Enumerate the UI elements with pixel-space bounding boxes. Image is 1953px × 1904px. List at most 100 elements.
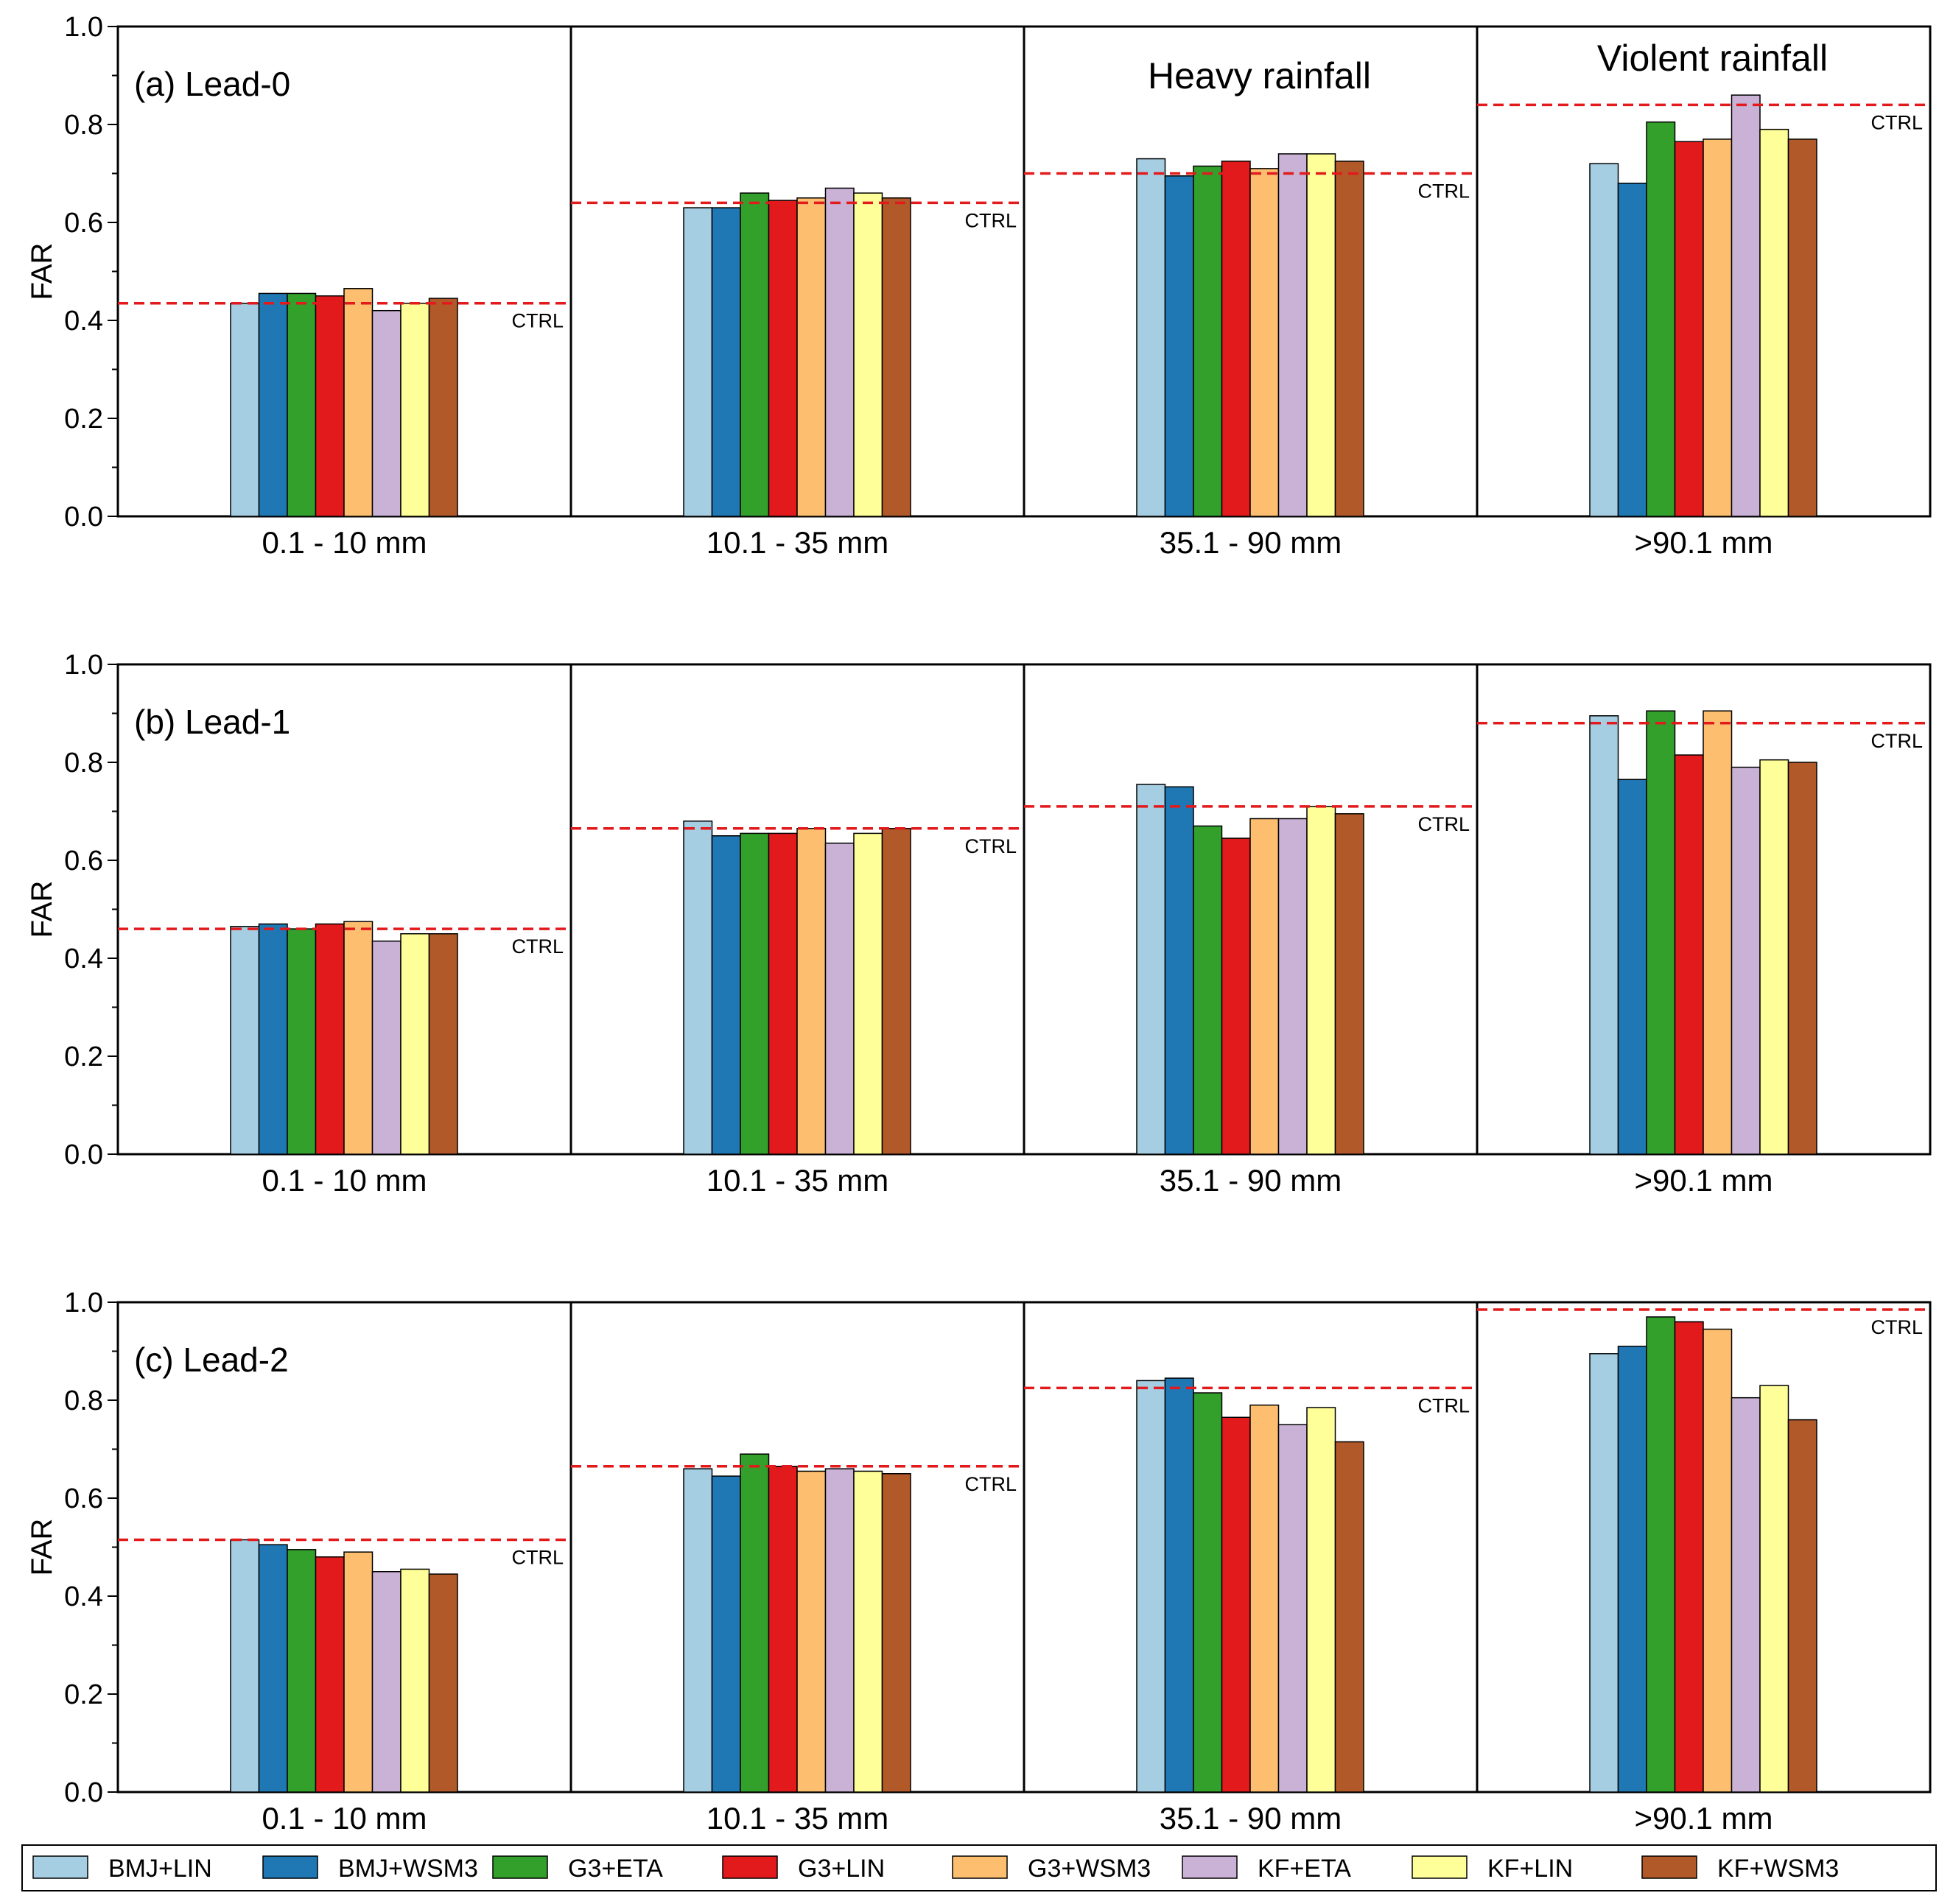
y-tick-label: 0.6 <box>64 1483 103 1514</box>
legend-swatch <box>492 1855 548 1879</box>
bar-g3-lin <box>768 1466 798 1793</box>
bar-bmj-wsm3 <box>1617 779 1647 1155</box>
bar-g3-wsm3 <box>1703 1328 1733 1793</box>
bar-kf-eta <box>371 940 402 1155</box>
bar-g3-lin <box>1221 161 1251 517</box>
panel-title: (b) Lead-1 <box>134 703 290 741</box>
y-tick-label: 0.4 <box>64 944 103 974</box>
bar-g3-wsm3 <box>343 1551 374 1793</box>
category-label: 0.1 - 10 mm <box>262 1163 427 1198</box>
bar-bmj-lin <box>683 821 713 1155</box>
ctrl-label: CTRL <box>1870 1316 1923 1338</box>
bar-g3-lin <box>768 832 798 1155</box>
y-axis-title: FAR <box>26 881 58 938</box>
bar-kf-eta <box>1277 1424 1308 1793</box>
legend-label: KF+WSM3 <box>1717 1855 1839 1883</box>
bar-g3-lin <box>315 295 345 517</box>
bar-g3-eta <box>740 1453 770 1793</box>
y-tick-label: 0.0 <box>64 1777 103 1808</box>
bar-kf-lin <box>853 832 883 1155</box>
panel-title: (a) Lead-0 <box>134 65 290 103</box>
bar-g3-eta <box>1193 165 1223 517</box>
bar-bmj-wsm3 <box>711 1475 741 1793</box>
bar-kf-wsm3 <box>1334 161 1364 517</box>
category-label: >90.1 mm <box>1635 1163 1773 1198</box>
bar-kf-wsm3 <box>428 933 458 1155</box>
bar-g3-wsm3 <box>796 197 827 517</box>
category-label: 10.1 - 35 mm <box>706 1163 888 1198</box>
ctrl-label: CTRL <box>1417 1394 1470 1416</box>
bar-g3-eta <box>287 928 317 1155</box>
bar-bmj-lin <box>1589 715 1619 1155</box>
bar-bmj-wsm3 <box>1164 1377 1194 1793</box>
bar-kf-eta <box>1277 153 1308 517</box>
category-group: CTRL 35.1 - 90 mm <box>1024 784 1477 1198</box>
y-tick-label: 0.0 <box>64 502 103 533</box>
category-label: 10.1 - 35 mm <box>706 525 888 560</box>
category-group: CTRL >90.1 mm Violent rainfall <box>1477 38 1930 560</box>
bar-g3-lin <box>1221 837 1251 1155</box>
bar-kf-lin <box>1306 806 1336 1155</box>
bar-kf-wsm3 <box>881 1473 911 1793</box>
y-axis-title: FAR <box>26 1519 58 1576</box>
category-label: >90.1 mm <box>1635 525 1773 560</box>
bar-g3-lin <box>1674 1321 1704 1793</box>
category-group: CTRL 0.1 - 10 mm <box>118 921 571 1198</box>
ctrl-label: CTRL <box>964 1473 1017 1495</box>
bar-kf-eta <box>371 1571 402 1793</box>
bar-kf-lin <box>853 1470 883 1793</box>
bar-kf-wsm3 <box>428 1573 458 1793</box>
bar-g3-eta <box>1646 1316 1676 1793</box>
legend-swatch <box>952 1855 1008 1879</box>
bar-bmj-lin <box>1136 158 1166 517</box>
ctrl-label: CTRL <box>511 1547 564 1569</box>
panel-3: 0.0 0.2 0.4 0.6 0.8 1.0 FAR (c) Lead-2 CTRL 0.1 -… <box>26 1288 1932 1836</box>
y-tick-label: 0.2 <box>64 1679 103 1710</box>
y-tick-label: 0.8 <box>64 1385 103 1416</box>
bar-kf-wsm3 <box>1787 138 1817 517</box>
bar-bmj-lin <box>1136 1380 1166 1793</box>
bar-bmj-wsm3 <box>711 207 741 517</box>
bar-bmj-wsm3 <box>258 292 288 517</box>
bar-g3-wsm3 <box>796 1470 827 1793</box>
ctrl-label: CTRL <box>511 935 564 958</box>
bar-bmj-lin <box>683 1468 713 1793</box>
y-tick-label: 0.2 <box>64 1041 103 1072</box>
legend-label: G3+WSM3 <box>1028 1855 1151 1883</box>
bar-g3-eta <box>1646 710 1676 1155</box>
bar-kf-lin <box>1759 128 1789 517</box>
legend-label: BMJ+WSM3 <box>338 1855 478 1883</box>
y-tick-label: 0.4 <box>64 306 103 337</box>
bar-bmj-wsm3 <box>1164 175 1194 517</box>
ctrl-label: CTRL <box>964 835 1017 857</box>
bar-g3-lin <box>1674 754 1704 1155</box>
bar-g3-wsm3 <box>1249 1404 1280 1793</box>
legend-swatch <box>32 1855 88 1879</box>
bar-g3-lin <box>315 1556 345 1793</box>
category-label: 35.1 - 90 mm <box>1160 1801 1342 1836</box>
bar-kf-eta <box>1731 766 1761 1155</box>
legend-label: G3+LIN <box>798 1855 885 1883</box>
bar-g3-wsm3 <box>796 828 827 1155</box>
y-tick-label: 0.0 <box>64 1139 103 1170</box>
bar-kf-lin <box>400 302 430 517</box>
bar-kf-eta <box>1731 1397 1761 1793</box>
bar-g3-eta <box>1646 121 1676 517</box>
category-group: CTRL 0.1 - 10 mm <box>118 288 571 560</box>
y-tick-label: 1.0 <box>64 12 103 43</box>
category-group: CTRL >90.1 mm <box>1477 710 1930 1198</box>
ctrl-label: CTRL <box>1417 813 1470 835</box>
bar-bmj-lin <box>1589 163 1619 517</box>
bar-kf-eta <box>1731 94 1761 517</box>
bar-g3-lin <box>315 923 345 1155</box>
bar-g3-wsm3 <box>1703 138 1733 517</box>
bar-kf-lin <box>1306 153 1336 517</box>
legend-label: BMJ+LIN <box>108 1855 212 1883</box>
y-tick-label: 0.6 <box>64 208 103 239</box>
ctrl-label: CTRL <box>511 310 564 332</box>
bar-g3-lin <box>1221 1416 1251 1793</box>
bar-bmj-lin <box>683 207 713 517</box>
bar-g3-eta <box>740 192 770 517</box>
bar-bmj-wsm3 <box>258 923 288 1155</box>
